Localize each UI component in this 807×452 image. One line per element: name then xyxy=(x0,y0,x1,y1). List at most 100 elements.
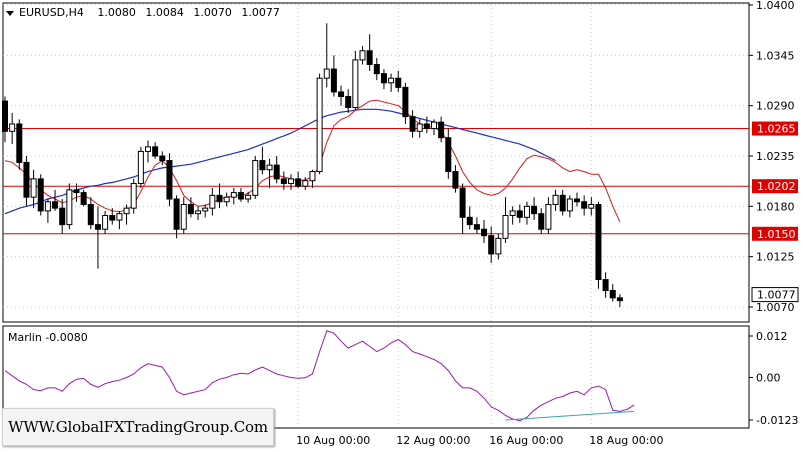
candle[interactable] xyxy=(187,197,194,218)
candle[interactable] xyxy=(102,210,109,234)
candle[interactable] xyxy=(552,189,559,211)
candle[interactable] xyxy=(616,294,623,307)
candle[interactable] xyxy=(30,169,37,209)
candle[interactable] xyxy=(588,197,595,216)
bull-candle-body xyxy=(137,150,144,184)
candle[interactable] xyxy=(581,195,588,216)
candle[interactable] xyxy=(574,192,580,207)
candle[interactable] xyxy=(559,189,566,216)
candle[interactable] xyxy=(481,220,488,243)
dropdown-triangle-icon[interactable] xyxy=(6,11,14,16)
candle[interactable] xyxy=(466,206,473,230)
candle[interactable] xyxy=(52,189,59,211)
candle[interactable] xyxy=(209,188,216,216)
candle[interactable] xyxy=(330,55,337,97)
candle[interactable] xyxy=(16,119,23,170)
candle[interactable] xyxy=(59,199,66,234)
candle[interactable] xyxy=(423,116,430,134)
candle[interactable] xyxy=(409,110,416,138)
candle[interactable] xyxy=(488,226,495,264)
candle[interactable] xyxy=(130,178,137,214)
candle[interactable] xyxy=(87,197,94,230)
candle[interactable] xyxy=(380,69,387,90)
candle[interactable] xyxy=(338,85,345,106)
candle[interactable] xyxy=(545,197,552,234)
candle[interactable] xyxy=(166,153,173,207)
candle[interactable] xyxy=(352,50,359,111)
candle[interactable] xyxy=(402,82,409,124)
time-label: 16 Aug 00:00 xyxy=(489,434,563,447)
candle[interactable] xyxy=(109,208,116,225)
candle[interactable] xyxy=(273,156,280,184)
ohlc-close: 1.0077 xyxy=(241,6,280,19)
candle[interactable] xyxy=(359,46,366,65)
candle[interactable] xyxy=(266,158,273,189)
bear-candle-body xyxy=(273,164,280,180)
candle[interactable] xyxy=(137,146,144,189)
candle[interactable] xyxy=(523,201,530,225)
candle[interactable] xyxy=(452,165,459,193)
candle[interactable] xyxy=(388,73,395,92)
candle[interactable] xyxy=(288,174,294,190)
candle[interactable] xyxy=(516,204,523,223)
candle[interactable] xyxy=(159,151,166,166)
candle[interactable] xyxy=(566,195,573,218)
candle[interactable] xyxy=(123,204,130,225)
bear-candle-body xyxy=(445,137,452,173)
candle[interactable] xyxy=(145,140,151,163)
candle[interactable] xyxy=(373,58,380,81)
candle[interactable] xyxy=(73,183,80,202)
candle[interactable] xyxy=(230,188,237,205)
candle[interactable] xyxy=(280,171,287,190)
candle[interactable] xyxy=(595,201,602,289)
candle[interactable] xyxy=(495,233,502,260)
candle[interactable] xyxy=(152,142,159,159)
candle[interactable] xyxy=(323,23,330,88)
candle[interactable] xyxy=(473,217,480,234)
candle[interactable] xyxy=(438,116,445,143)
candle[interactable] xyxy=(602,272,609,298)
candle[interactable] xyxy=(502,197,509,243)
candle[interactable] xyxy=(180,197,187,234)
candle[interactable] xyxy=(609,284,616,302)
candle[interactable] xyxy=(259,146,266,175)
candle[interactable] xyxy=(366,34,373,71)
bear-candle-body xyxy=(330,68,337,93)
candle[interactable] xyxy=(116,210,123,230)
candle[interactable] xyxy=(252,156,259,200)
candle[interactable] xyxy=(216,183,223,209)
candle[interactable] xyxy=(80,189,87,207)
bear-candle-body xyxy=(559,194,566,212)
candles[interactable] xyxy=(2,23,623,307)
candle[interactable] xyxy=(302,177,309,190)
bull-candle-body xyxy=(509,210,516,216)
candle[interactable] xyxy=(44,199,51,223)
candle[interactable] xyxy=(195,206,202,221)
candle[interactable] xyxy=(316,73,323,175)
candle[interactable] xyxy=(66,183,73,230)
candle[interactable] xyxy=(431,119,437,135)
candle[interactable] xyxy=(345,89,352,113)
candle[interactable] xyxy=(509,206,516,225)
candle[interactable] xyxy=(237,188,244,202)
candle[interactable] xyxy=(245,191,252,203)
candle[interactable] xyxy=(223,192,230,207)
candle[interactable] xyxy=(445,128,452,179)
svg-text:EURUSD,H4 1.0080: EURUSD,H4 1.0080 1.0084 1.0070 1.0077 xyxy=(19,6,280,19)
candle[interactable] xyxy=(173,195,180,239)
candle[interactable] xyxy=(94,206,101,269)
candle[interactable] xyxy=(23,156,30,207)
candle[interactable] xyxy=(2,96,8,143)
bull-candle-body xyxy=(230,192,237,198)
candle[interactable] xyxy=(538,208,545,234)
candle[interactable] xyxy=(37,174,44,216)
candle[interactable] xyxy=(309,169,316,189)
candle[interactable] xyxy=(295,171,302,189)
candle[interactable] xyxy=(202,204,209,218)
candle[interactable] xyxy=(531,197,538,221)
candle[interactable] xyxy=(395,70,402,92)
candle[interactable] xyxy=(9,112,16,145)
candle[interactable] xyxy=(459,183,466,234)
candle[interactable] xyxy=(416,119,423,138)
